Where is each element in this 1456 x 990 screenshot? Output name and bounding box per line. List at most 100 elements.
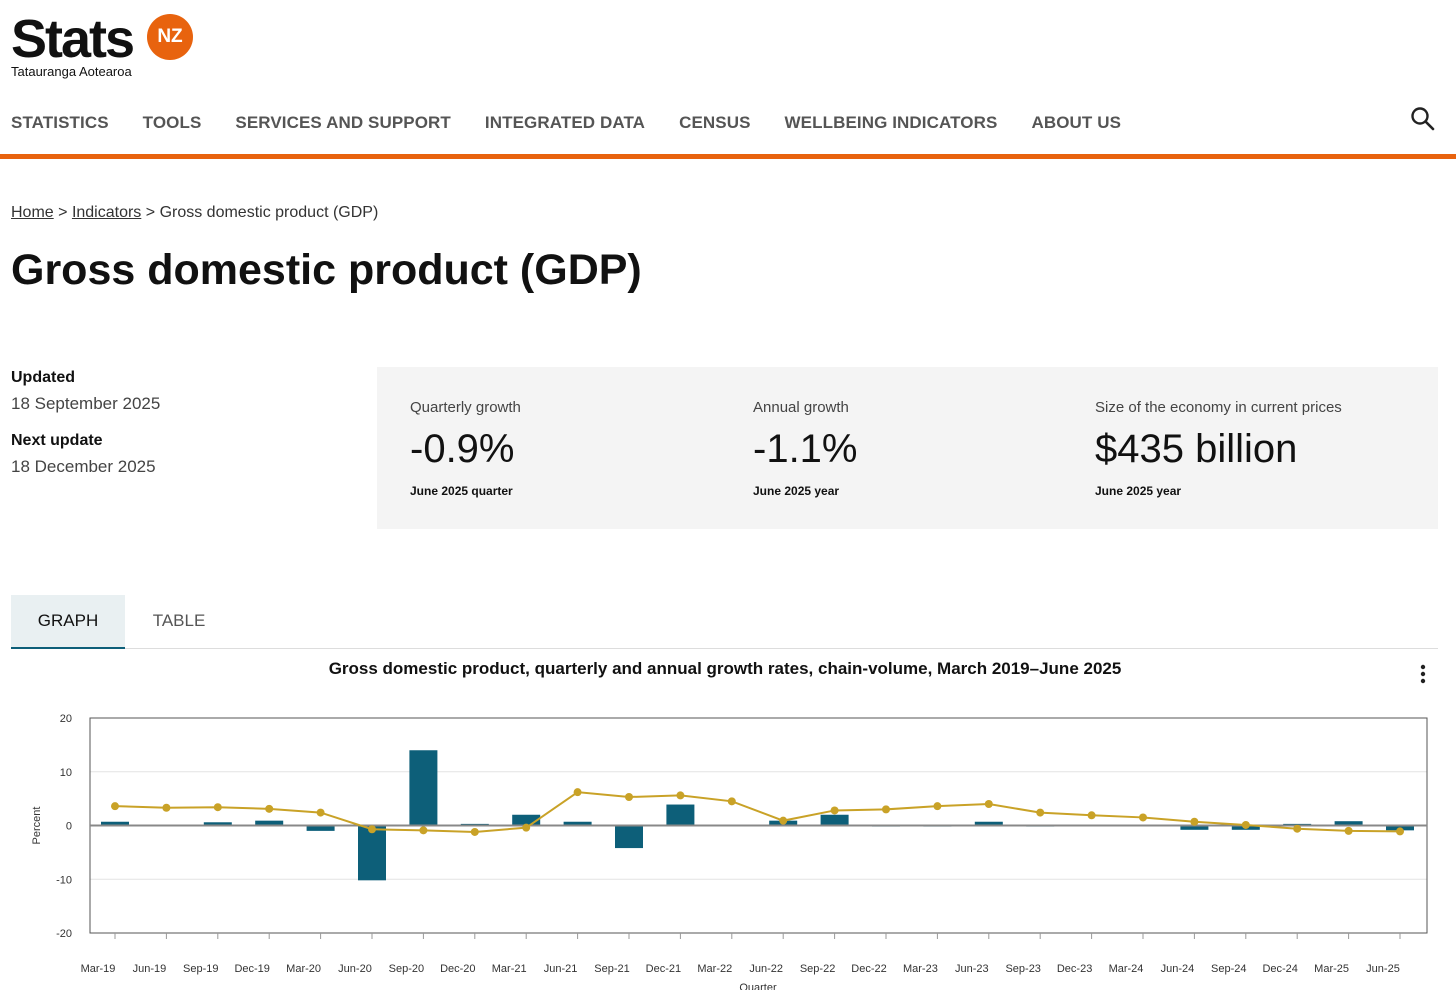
stat-period: June 2025 year bbox=[1095, 484, 1182, 498]
x-tick-label: Sep-21 bbox=[594, 963, 629, 975]
stat-label: Size of the economy in current prices bbox=[1095, 399, 1342, 416]
bar-quarterly-growth bbox=[255, 820, 284, 826]
point-annual-growth bbox=[213, 803, 222, 812]
x-tick-label: Dec-21 bbox=[646, 963, 681, 975]
x-tick-label: Jun-24 bbox=[1161, 963, 1195, 975]
point-annual-growth bbox=[882, 805, 890, 814]
search-icon[interactable] bbox=[1410, 106, 1436, 132]
x-tick-label: Dec-24 bbox=[1262, 963, 1297, 975]
x-tick-label: Sep-22 bbox=[800, 963, 835, 975]
x-tick-label: Jun-21 bbox=[544, 963, 578, 975]
x-tick-label: Sep-24 bbox=[1211, 963, 1246, 975]
stat-value: $435 billion bbox=[1095, 427, 1298, 471]
breadcrumb-separator: > bbox=[58, 204, 68, 221]
stat-label: Annual growth bbox=[753, 399, 849, 416]
view-tabs: GRAPH TABLE bbox=[11, 595, 1438, 649]
point-annual-growth bbox=[522, 823, 531, 832]
bar-quarterly-growth bbox=[974, 821, 1003, 826]
x-tick-label: Sep-19 bbox=[183, 963, 218, 975]
tab-table[interactable]: TABLE bbox=[152, 611, 206, 630]
point-annual-growth bbox=[779, 816, 788, 825]
nav-census[interactable]: CENSUS bbox=[679, 113, 751, 132]
x-tick-label: Dec-19 bbox=[234, 963, 269, 975]
line-annual-growth bbox=[114, 791, 1401, 833]
point-annual-growth bbox=[933, 802, 942, 811]
next-update-value: 18 December 2025 bbox=[11, 457, 156, 476]
bar-quarterly-growth bbox=[563, 821, 592, 826]
stat-value: -1.1% bbox=[753, 427, 858, 471]
x-tick-label: Sep-23 bbox=[1005, 963, 1040, 975]
bar-quarterly-growth bbox=[358, 825, 386, 881]
x-tick-label: Dec-22 bbox=[851, 963, 886, 975]
x-tick-label: Mar-19 bbox=[81, 963, 116, 975]
point-annual-growth bbox=[316, 808, 325, 817]
point-annual-growth bbox=[1190, 817, 1199, 826]
point-annual-growth bbox=[265, 804, 274, 813]
breadcrumb-home[interactable]: Home bbox=[11, 204, 54, 221]
bar-quarterly-growth bbox=[203, 822, 232, 826]
nav-wellbeing-indicators[interactable]: WELLBEING INDICATORS bbox=[784, 113, 998, 132]
x-tick-label: Sep-20 bbox=[389, 963, 424, 975]
bar-quarterly-growth bbox=[666, 804, 695, 826]
updated-label: Updated bbox=[11, 369, 75, 386]
bar-quarterly-growth bbox=[1334, 821, 1363, 826]
x-tick-label: Mar-23 bbox=[903, 963, 938, 975]
stat-label: Quarterly growth bbox=[410, 399, 521, 416]
y-tick-label: -10 bbox=[56, 874, 72, 886]
logo-wordmark: Stats bbox=[11, 9, 135, 69]
point-annual-growth bbox=[1293, 824, 1302, 833]
point-annual-growth bbox=[1036, 808, 1045, 817]
point-annual-growth bbox=[419, 826, 428, 835]
stat-period: June 2025 year bbox=[753, 484, 840, 498]
nav-services-and-support[interactable]: SERVICES AND SUPPORT bbox=[235, 113, 451, 132]
stat-value: -0.9% bbox=[410, 427, 515, 471]
bar-quarterly-growth bbox=[1180, 825, 1209, 830]
point-annual-growth bbox=[727, 797, 736, 806]
breadcrumb: Home > Indicators > Gross domestic produ… bbox=[11, 204, 378, 222]
x-tick-label: Jun-20 bbox=[338, 963, 372, 975]
breadcrumb-indicators[interactable]: Indicators bbox=[71, 204, 142, 221]
breadcrumb-current: Gross domestic product (GDP) bbox=[159, 204, 379, 221]
point-annual-growth bbox=[676, 791, 685, 800]
point-annual-growth bbox=[830, 806, 839, 815]
point-annual-growth bbox=[625, 793, 633, 802]
logo-nz-badge: NZ bbox=[147, 14, 193, 60]
updated-value: 18 September 2025 bbox=[11, 394, 161, 413]
chart-menu-icon[interactable] bbox=[1414, 662, 1432, 686]
main-nav: STATISTICS TOOLS SERVICES AND SUPPORT IN… bbox=[11, 113, 1155, 133]
x-tick-label: Mar-22 bbox=[697, 963, 732, 975]
nav-about-us[interactable]: ABOUT US bbox=[1031, 113, 1122, 132]
point-annual-growth bbox=[1139, 813, 1147, 822]
x-tick-label: Mar-21 bbox=[492, 963, 527, 975]
x-axis-title: Quarter bbox=[739, 982, 777, 990]
stat-period: June 2025 quarter bbox=[410, 484, 513, 498]
key-stats-panel: Quarterly growth -0.9% June 2025 quarter… bbox=[377, 367, 1438, 529]
bar-quarterly-growth bbox=[615, 825, 643, 849]
tab-graph[interactable]: GRAPH bbox=[11, 595, 125, 649]
next-update-label: Next update bbox=[11, 432, 103, 449]
nav-tools[interactable]: TOOLS bbox=[142, 113, 202, 132]
point-annual-growth bbox=[1344, 826, 1353, 835]
point-annual-growth bbox=[984, 800, 993, 808]
gdp-growth-chart: 20 10 0 -10 -20 Mar-19 Jun-19 Sep-19 Dec-19 Mar-2… bbox=[31, 713, 1428, 990]
point-annual-growth bbox=[1241, 820, 1250, 829]
nav-integrated-data[interactable]: INTEGRATED DATA bbox=[484, 113, 646, 132]
point-annual-growth bbox=[470, 827, 479, 836]
nav-statistics[interactable]: STATISTICS bbox=[11, 113, 109, 132]
breadcrumb-separator: > bbox=[145, 204, 156, 221]
header-accent-bar bbox=[0, 154, 1456, 159]
point-annual-growth bbox=[1396, 827, 1404, 836]
x-tick-label: Jun-23 bbox=[955, 963, 989, 975]
page-title: Gross domestic product (GDP) bbox=[11, 246, 642, 294]
y-tick-label: 10 bbox=[60, 767, 72, 779]
y-tick-label: 20 bbox=[60, 713, 72, 725]
bar-quarterly-growth bbox=[820, 814, 849, 826]
x-tick-label: Mar-20 bbox=[286, 963, 321, 975]
point-annual-growth bbox=[111, 802, 119, 811]
x-tick-label: Jun-25 bbox=[1366, 963, 1400, 975]
x-tick-label: Mar-25 bbox=[1314, 963, 1349, 975]
bar-quarterly-growth bbox=[101, 821, 129, 826]
point-annual-growth bbox=[573, 788, 582, 797]
x-tick-label: Jun-19 bbox=[133, 963, 167, 975]
point-annual-growth bbox=[1087, 811, 1096, 820]
